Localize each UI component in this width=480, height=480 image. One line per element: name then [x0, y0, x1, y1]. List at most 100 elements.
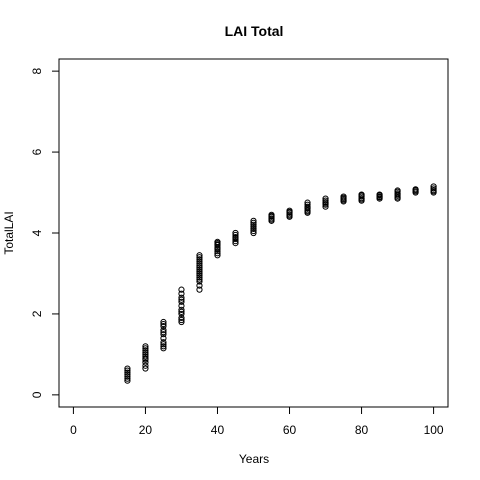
data-point — [196, 272, 203, 279]
data-point — [160, 318, 167, 326]
data-point — [196, 274, 203, 281]
data-point — [178, 286, 185, 293]
data-point — [196, 256, 203, 263]
y-tick-label: 8 — [30, 67, 44, 74]
x-tick-label: 80 — [355, 423, 369, 437]
data-point — [178, 308, 185, 316]
data-points — [124, 183, 437, 384]
data-point — [376, 191, 383, 198]
data-point — [142, 349, 149, 356]
data-point — [160, 341, 167, 348]
data-point — [214, 252, 221, 259]
data-point — [160, 335, 167, 342]
data-point — [124, 373, 131, 380]
data-point — [250, 217, 257, 224]
data-point — [142, 362, 149, 369]
data-point — [358, 191, 365, 198]
data-point — [178, 310, 185, 318]
y-axis: 0 2 4 6 8 — [30, 67, 60, 398]
data-point — [430, 183, 437, 190]
data-point — [142, 359, 149, 366]
data-point — [196, 286, 203, 293]
data-point — [286, 207, 293, 214]
x-tick-label: 40 — [211, 423, 225, 437]
y-tick-label: 2 — [30, 310, 44, 317]
data-point — [124, 371, 131, 378]
data-point — [412, 186, 419, 193]
data-point — [250, 219, 257, 226]
y-axis-label: TotalLAI — [2, 211, 16, 254]
data-point — [394, 187, 401, 194]
data-point — [178, 318, 185, 326]
data-point — [196, 252, 203, 259]
x-tick-label: 20 — [139, 423, 153, 437]
data-point — [214, 238, 221, 246]
data-point — [160, 320, 167, 328]
y-tick-label: 4 — [30, 229, 44, 236]
data-point — [124, 375, 131, 382]
data-point — [196, 268, 203, 275]
data-point — [178, 296, 185, 303]
x-axis-label: Years — [239, 452, 269, 466]
data-point — [250, 227, 257, 235]
chart-title: LAI Total — [225, 23, 284, 39]
data-point — [124, 369, 131, 376]
x-tick-label: 100 — [424, 423, 444, 437]
data-point — [340, 193, 347, 200]
data-point — [196, 278, 203, 285]
x-tick-label: 0 — [70, 423, 77, 437]
data-point — [304, 201, 311, 208]
data-point — [142, 347, 149, 354]
data-point — [196, 264, 203, 271]
data-point — [214, 248, 221, 255]
data-point — [142, 353, 149, 360]
data-point — [196, 266, 203, 273]
data-point — [196, 258, 203, 265]
data-point — [304, 199, 311, 206]
data-point — [160, 331, 167, 338]
data-point — [178, 290, 185, 297]
data-point — [304, 203, 311, 210]
plot-area-frame — [58, 58, 449, 408]
data-point — [196, 276, 203, 283]
data-point — [142, 355, 149, 362]
data-point — [160, 329, 167, 336]
data-point — [142, 343, 149, 350]
data-point — [268, 211, 275, 218]
data-point — [160, 343, 167, 350]
data-point — [232, 233, 239, 241]
data-point — [250, 221, 257, 229]
y-tick-label: 0 — [30, 391, 44, 398]
data-point — [250, 229, 257, 237]
data-point — [196, 254, 203, 261]
data-point — [322, 197, 329, 204]
data-point — [196, 282, 203, 289]
data-point — [196, 262, 203, 269]
data-point — [196, 260, 203, 267]
data-point — [322, 203, 329, 210]
data-point — [430, 185, 437, 192]
data-point — [232, 237, 239, 245]
x-axis: 0 20 40 60 80 100 — [70, 406, 444, 437]
data-point — [142, 345, 149, 352]
data-point — [178, 302, 185, 309]
data-point — [250, 223, 257, 231]
data-point — [178, 314, 185, 322]
data-point — [124, 367, 131, 374]
data-point — [178, 316, 185, 324]
data-point — [196, 270, 203, 277]
data-point — [142, 365, 149, 372]
x-tick-label: 60 — [283, 423, 297, 437]
data-point — [160, 345, 167, 352]
data-point — [142, 351, 149, 358]
data-point — [232, 231, 239, 239]
data-point — [178, 306, 185, 313]
data-point — [124, 365, 131, 372]
data-point — [322, 195, 329, 202]
data-point — [124, 377, 131, 384]
data-point — [160, 339, 167, 346]
data-point — [178, 298, 185, 305]
data-point — [178, 294, 185, 301]
data-point — [232, 229, 239, 237]
